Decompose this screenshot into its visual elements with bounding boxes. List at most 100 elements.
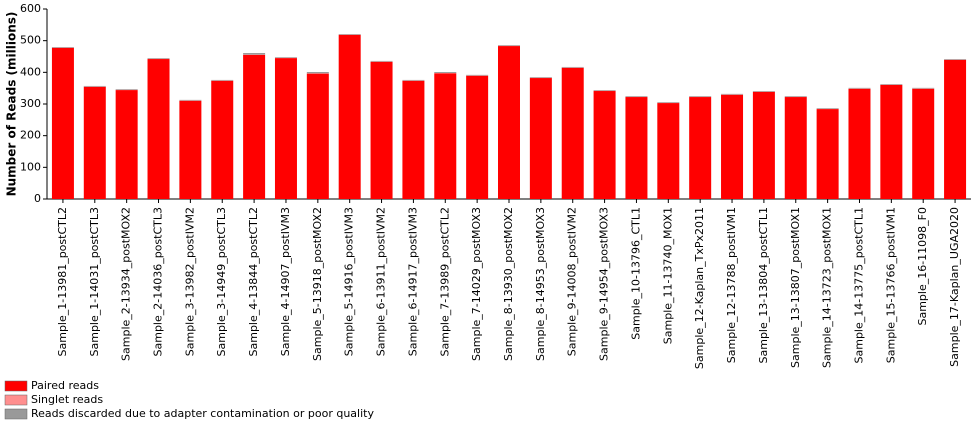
y-axis-title: Number of Reads (millions)	[5, 12, 19, 197]
x-tick-label: Sample_9-14008_postIVM2	[566, 207, 579, 356]
x-tick-label: Sample_1-13981_postCTL2	[56, 207, 69, 357]
bar-segment	[307, 72, 329, 73]
bar-segment	[912, 89, 934, 199]
bar-segment	[944, 60, 966, 199]
x-tick-label: Sample_13-13807_postMOX1	[789, 207, 802, 368]
x-tick-label: Sample_3-13982_postIVM2	[183, 207, 196, 356]
bar-segment	[275, 58, 297, 199]
y-tick-label: 500	[20, 34, 41, 47]
x-tick-label: Sample_2-13934_postMOX2	[120, 207, 133, 361]
y-tick-label: 400	[20, 65, 41, 78]
bar-segment	[148, 59, 170, 199]
bar-segment	[848, 89, 870, 199]
legend-label: Reads discarded due to adapter contamina…	[31, 407, 374, 420]
legend-swatch	[5, 409, 27, 419]
bar-segment	[498, 45, 520, 46]
y-tick-label: 600	[20, 2, 41, 15]
bar-segment	[466, 76, 488, 199]
x-tick-label: Sample_15-13766_postIVM1	[884, 207, 897, 363]
x-tick-label: Sample_10-13796_CTL1	[629, 207, 642, 340]
x-tick-label: Sample_8-14953_postMOX3	[534, 207, 547, 361]
x-tick-label: Sample_9-14954_postMOX3	[598, 207, 611, 361]
bar-segment	[848, 88, 870, 89]
x-tick-label: Sample_4-14907_postIVM3	[279, 207, 292, 356]
legend-label: Singlet reads	[31, 393, 103, 406]
bar-segment	[275, 57, 297, 58]
bar-segment	[211, 81, 233, 199]
bar-segment	[562, 68, 584, 199]
x-tick-label: Sample_4-13844_postCTL2	[247, 207, 260, 357]
x-tick-label: Sample_6-14917_postIVM3	[406, 207, 419, 356]
legend-swatch	[5, 381, 27, 391]
x-tick-label: Sample_16-11098_F0	[916, 207, 929, 326]
bar-segment	[530, 77, 552, 78]
bar-segment	[211, 80, 233, 81]
bar-segment	[434, 73, 456, 199]
x-tick-label: Sample_6-13911_postIVM2	[375, 207, 388, 356]
bar-segment	[498, 46, 520, 199]
x-tick-label: Sample_12-Kaplan_TxPx2011	[693, 207, 706, 369]
bar-segment	[434, 72, 456, 73]
x-tick-label: Sample_7-13989_postCTL2	[438, 207, 451, 357]
y-tick-label: 0	[34, 192, 41, 205]
x-tick-label: Sample_7-14029_postMOX3	[470, 207, 483, 361]
bar-segment	[753, 92, 775, 199]
bar-segment	[243, 53, 265, 55]
x-tick-label: Sample_13-13804_postCTL1	[757, 207, 770, 364]
bar-segment	[116, 89, 138, 90]
bar-segment	[339, 35, 361, 199]
bar-segment	[371, 61, 393, 62]
x-tick-label: Sample_5-13918_postMOX2	[311, 207, 324, 361]
bar-segment	[753, 91, 775, 92]
bar-segment	[243, 55, 265, 199]
bar-segment	[530, 78, 552, 199]
bar-segment	[148, 58, 170, 59]
bar-segment	[689, 97, 711, 199]
bar-segment	[84, 86, 106, 87]
bar-segment	[625, 96, 647, 97]
bar-segment	[179, 100, 201, 101]
x-tick-label: Sample_17-Kaplan_UGA2020	[948, 207, 961, 367]
bar-segment	[912, 88, 934, 89]
bar-segment	[785, 97, 807, 199]
bar-segment	[689, 96, 711, 97]
x-tick-label: Sample_1-14031_postCTL3	[88, 207, 101, 357]
x-tick-label: Sample_8-13930_postMOX2	[502, 207, 515, 361]
bar-segment	[594, 90, 616, 91]
bar-segment	[880, 85, 902, 199]
bar-segment	[402, 81, 424, 199]
x-tick-label: Sample_5-14916_postIVM3	[343, 207, 356, 356]
bar-segment	[466, 75, 488, 76]
x-tick-label: Sample_12-13788_postIVM1	[725, 207, 738, 363]
bar-segment	[52, 48, 74, 199]
bar-segment	[944, 59, 966, 60]
bar-segment	[339, 34, 361, 35]
bar-segment	[625, 97, 647, 199]
x-tick-label: Sample_11-13740_MOX1	[661, 207, 674, 344]
legend-label: Paired reads	[31, 379, 99, 392]
bar-segment	[179, 101, 201, 199]
bar-segment	[371, 62, 393, 199]
legend-swatch	[5, 395, 27, 405]
y-tick-label: 300	[20, 97, 41, 110]
bar-segment	[402, 80, 424, 81]
x-tick-label: Sample_2-14036_postCTL3	[152, 207, 165, 357]
bar-segment	[84, 87, 106, 199]
x-tick-label: Sample_14-13723_postMOX1	[821, 207, 834, 368]
x-tick-label: Sample_14-13775_postCTL1	[852, 207, 865, 364]
bar-segment	[307, 74, 329, 199]
bar-segment	[52, 47, 74, 48]
bar-segment	[721, 94, 743, 95]
bar-segment	[817, 108, 839, 109]
bar-segment	[721, 95, 743, 199]
bar-segment	[657, 102, 679, 103]
bar-segment	[817, 109, 839, 199]
bar-segment	[562, 67, 584, 68]
bar-segment	[594, 91, 616, 199]
y-tick-label: 100	[20, 160, 41, 173]
x-tick-label: Sample_3-14949_postCTL3	[215, 207, 228, 357]
bar-segment	[657, 103, 679, 199]
y-tick-label: 200	[20, 129, 41, 142]
bar-segment	[785, 96, 807, 97]
